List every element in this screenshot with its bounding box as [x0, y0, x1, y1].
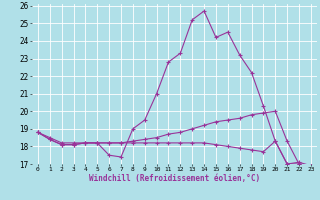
X-axis label: Windchill (Refroidissement éolien,°C): Windchill (Refroidissement éolien,°C)	[89, 174, 260, 183]
